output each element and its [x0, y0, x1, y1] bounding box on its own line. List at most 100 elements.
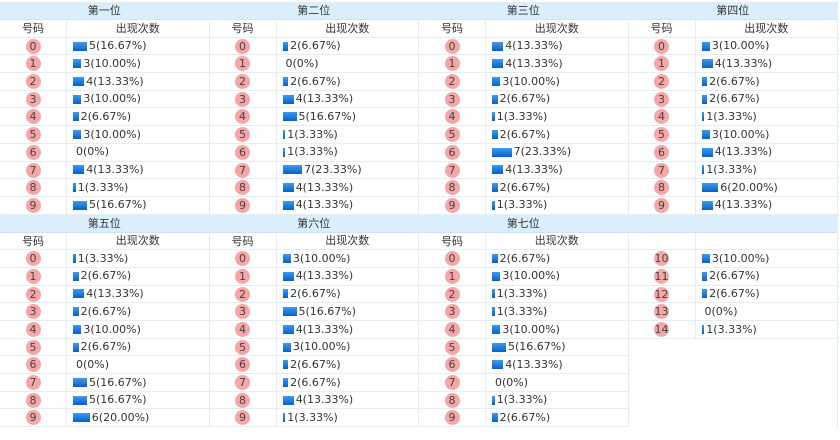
table-row: 8 6(20.00%): [628, 179, 837, 197]
count-bar: [73, 324, 82, 334]
count-bar: [701, 76, 708, 86]
number-ball: 0: [235, 38, 250, 54]
number-cell: 6: [629, 143, 696, 161]
number-cell: 11: [629, 267, 696, 285]
count-cell: 3(10.00%): [696, 38, 838, 55]
header-count: 出现次数: [534, 21, 579, 35]
number-ball: 9: [444, 197, 460, 213]
count-cell: 0(0%): [277, 55, 419, 72]
number-ball: 9: [25, 410, 41, 426]
count-bar: [492, 271, 501, 281]
number-cell: 6: [210, 143, 277, 161]
count-text: 5(16.67%): [89, 198, 147, 212]
count-text: 1(3.33%): [287, 410, 338, 424]
table-row: 5 5(16.67%): [419, 338, 628, 357]
count-cell: 2(6.67%): [277, 356, 419, 373]
count-text: 7(23.33%): [513, 145, 572, 159]
count-text: 4(13.33%): [295, 180, 354, 194]
table-row: 14 1(3.33%): [628, 321, 837, 339]
table-row: 0 1(3.33%): [0, 250, 209, 268]
count-bar: [73, 94, 82, 104]
number-cell: 1: [629, 55, 696, 73]
table-row: 1 4(13.33%): [209, 267, 419, 286]
count-bar: [73, 165, 85, 175]
number-ball: 14: [654, 322, 669, 337]
count-cell: 2(6.67%): [486, 179, 628, 196]
number-ball: 6: [654, 144, 669, 160]
count-cell: 1(3.33%): [277, 144, 419, 161]
number-cell: 14: [629, 321, 696, 338]
table-row: 1 0(0%): [209, 55, 419, 74]
count-cell: 4(13.33%): [277, 268, 419, 285]
count-text: 3(10.00%): [502, 74, 560, 88]
number-cell: 6: [0, 356, 67, 374]
count-cell: 1(3.33%): [486, 303, 628, 320]
number-cell: 5: [629, 126, 696, 143]
column-header-row: [628, 232, 837, 251]
number-ball: 2: [235, 286, 250, 302]
count-bar: [701, 41, 710, 51]
table-row: 3 2(6.67%): [0, 303, 209, 321]
count-cell: 3(10.00%): [277, 250, 419, 267]
header-count: 出现次数: [744, 21, 789, 35]
count-cell: 4(13.33%): [486, 38, 628, 55]
table-row: 6 7(23.33%): [419, 143, 628, 162]
count-text: 1(3.33%): [496, 287, 548, 301]
count-bar: [282, 324, 294, 334]
table-row: 0 2(6.67%): [419, 250, 628, 268]
column-header-row: 号码 出现次数: [0, 20, 209, 38]
position-block: 第五位 号码 出现次数 0 1(3.33%) 1 2(6.67%) 2 4(13.33%) 3 2(…: [0, 214, 210, 428]
count-cell: 1(3.33%): [696, 108, 838, 125]
count-bar: [73, 307, 79, 317]
count-cell: 3(10.00%): [67, 91, 209, 108]
number-cell: 6: [210, 356, 277, 374]
position-block: 10 3(10.00%) 11 2(6.67%) 12 2(6.67%) 13 0(0%) 14…: [628, 214, 838, 428]
table-row: 6 0(0%): [0, 356, 209, 375]
count-cell: 4(13.33%): [67, 162, 209, 179]
number-cell: 5: [210, 338, 277, 356]
count-bar: [492, 254, 498, 264]
number-ball: 3: [235, 91, 250, 107]
number-ball: 5: [25, 339, 41, 355]
number-cell: 4: [419, 321, 486, 338]
number-cell: 0: [210, 37, 277, 55]
number-cell: 4: [629, 108, 696, 126]
count-text: 2(6.67%): [499, 92, 551, 106]
count-bar: [73, 413, 90, 423]
header-number: 号码: [210, 20, 277, 37]
count-cell: 4(13.33%): [67, 73, 209, 90]
number-ball: 3: [235, 304, 250, 320]
number-cell: 8: [0, 391, 67, 409]
number-ball: 4: [444, 109, 460, 125]
table-row: 8 2(6.67%): [419, 179, 628, 197]
table-row: 0 2(6.67%): [209, 37, 418, 56]
number-ball: 8: [235, 392, 250, 408]
count-text: 4(13.33%): [86, 287, 144, 301]
number-cell: 9: [0, 409, 67, 427]
number-cell: 7: [210, 374, 277, 391]
table-row: 5 2(6.67%): [0, 338, 209, 357]
table-row: 8 1(3.33%): [419, 391, 628, 410]
count-bar: [282, 41, 289, 51]
number-cell: 0: [629, 37, 696, 55]
number-ball: 2: [444, 74, 460, 90]
count-text: 3(10.00%): [711, 251, 770, 265]
number-ball: 9: [444, 410, 460, 426]
count-cell: 0(0%): [486, 374, 628, 391]
count-text: 2(6.67%): [709, 287, 760, 301]
count-cell: 7(23.33%): [277, 162, 419, 179]
count-cell: 3(10.00%): [67, 321, 209, 338]
column-header-row: 号码 出现次数: [628, 20, 837, 38]
count-text: 5(16.67%): [89, 39, 147, 53]
count-bar: [73, 41, 87, 51]
count-text: 1(3.33%): [287, 145, 338, 159]
count-cell: 4(13.33%): [277, 179, 419, 196]
count-text: 0(0%): [76, 145, 110, 159]
number-ball: 4: [654, 109, 669, 125]
block-row: 第五位 号码 出现次数 0 1(3.33%) 1 2(6.67%) 2 4(13.33%) 3 2(…: [0, 214, 838, 428]
count-cell: 2(6.67%): [486, 250, 628, 267]
count-cell: 4(13.33%): [486, 162, 628, 179]
count-cell: 2(6.67%): [67, 339, 209, 356]
count-text: 2(6.67%): [499, 180, 551, 194]
table-row: 5 3(10.00%): [0, 126, 209, 144]
